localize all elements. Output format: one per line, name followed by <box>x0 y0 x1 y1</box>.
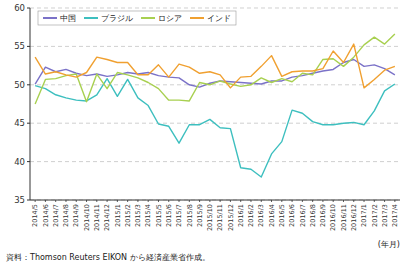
series-line <box>35 34 395 104</box>
x-tick-label: 2015/2 <box>124 204 132 227</box>
x-tick-label: 2014/9 <box>72 204 80 227</box>
x-tick-label: 2015/12 <box>227 204 235 231</box>
legend-box <box>38 11 236 25</box>
y-tick-label: 40 <box>14 157 25 167</box>
x-tick-label: 2016/1 <box>237 204 245 227</box>
x-tick-label: 2016/3 <box>257 204 265 227</box>
x-tick-label: 2014/11 <box>93 204 101 231</box>
x-tick-label: 2015/9 <box>196 204 204 227</box>
x-tick-label: 2017/4 <box>391 204 399 227</box>
x-axis <box>30 200 400 201</box>
x-tick-label: 2015/5 <box>155 204 163 227</box>
x-tick-label: 2014/12 <box>103 204 111 231</box>
x-tick-label: 2015/11 <box>216 204 224 231</box>
series-line <box>35 44 395 88</box>
x-tick-label: 2016/11 <box>340 204 348 231</box>
grid-line <box>30 200 400 201</box>
y-tick-label: 50 <box>14 80 25 90</box>
source-note: 資料：Thomson Reuters EIKON から経済産業省作成。 <box>6 253 210 262</box>
legend-swatch <box>43 17 57 19</box>
y-tick-label: 45 <box>14 118 25 128</box>
x-tick-label: 2017/3 <box>381 204 389 227</box>
x-tick-label: 2015/4 <box>144 204 152 227</box>
grid-line <box>30 84 400 85</box>
x-tick-label: 2016/2 <box>247 204 255 227</box>
legend-label: インド <box>207 14 231 23</box>
x-tick-label: 2015/7 <box>175 204 183 227</box>
y-tick-label: 60 <box>14 3 25 13</box>
x-tick-label: 2014/10 <box>83 204 91 231</box>
x-tick-label: 2017/2 <box>371 204 379 227</box>
grid <box>30 8 400 200</box>
y-tick-label: 55 <box>14 41 25 51</box>
series-lines <box>35 34 395 177</box>
x-axis-label: (年月) <box>378 240 400 249</box>
legend-label: ブラジル <box>101 14 133 23</box>
legend-swatch <box>84 17 98 19</box>
x-tick-label: 2015/1 <box>114 204 122 227</box>
x-tick-label: 2015/10 <box>206 204 214 231</box>
x-tick-label: 2014/8 <box>62 204 70 227</box>
x-tick-label: 2014/7 <box>52 204 60 227</box>
legend-label: 中国 <box>60 14 76 23</box>
chart: 3540455055602014/52014/62014/72014/82014… <box>0 0 408 265</box>
grid-line <box>30 8 400 9</box>
x-tick-label: 2016/8 <box>309 204 317 227</box>
grid-line <box>30 46 400 47</box>
x-tick-label: 2015/6 <box>165 204 173 227</box>
x-tick-label: 2016/10 <box>329 204 337 231</box>
x-tick-label: 2016/7 <box>299 204 307 227</box>
x-tick-label: 2016/4 <box>268 204 276 227</box>
y-axis <box>30 8 31 200</box>
grid-line <box>30 161 400 162</box>
x-tick-label: 2017/1 <box>360 204 368 227</box>
legend-swatch <box>141 17 155 19</box>
x-tick-label: 2015/3 <box>134 204 142 227</box>
legend-label: ロシア <box>158 14 182 23</box>
x-tick-label: 2016/6 <box>288 204 296 227</box>
x-tick-label: 2014/6 <box>42 204 50 227</box>
x-tick-label: 2016/5 <box>278 204 286 227</box>
x-tick-label: 2014/5 <box>31 204 39 227</box>
y-tick-label: 35 <box>14 195 25 205</box>
legend: 中国 ブラジル ロシア インド <box>38 11 236 25</box>
x-tick-label: 2016/12 <box>350 204 358 231</box>
legend-swatch <box>190 17 204 19</box>
x-tick-label: 2016/9 <box>319 204 327 227</box>
x-tick-label: 2015/8 <box>186 204 194 227</box>
